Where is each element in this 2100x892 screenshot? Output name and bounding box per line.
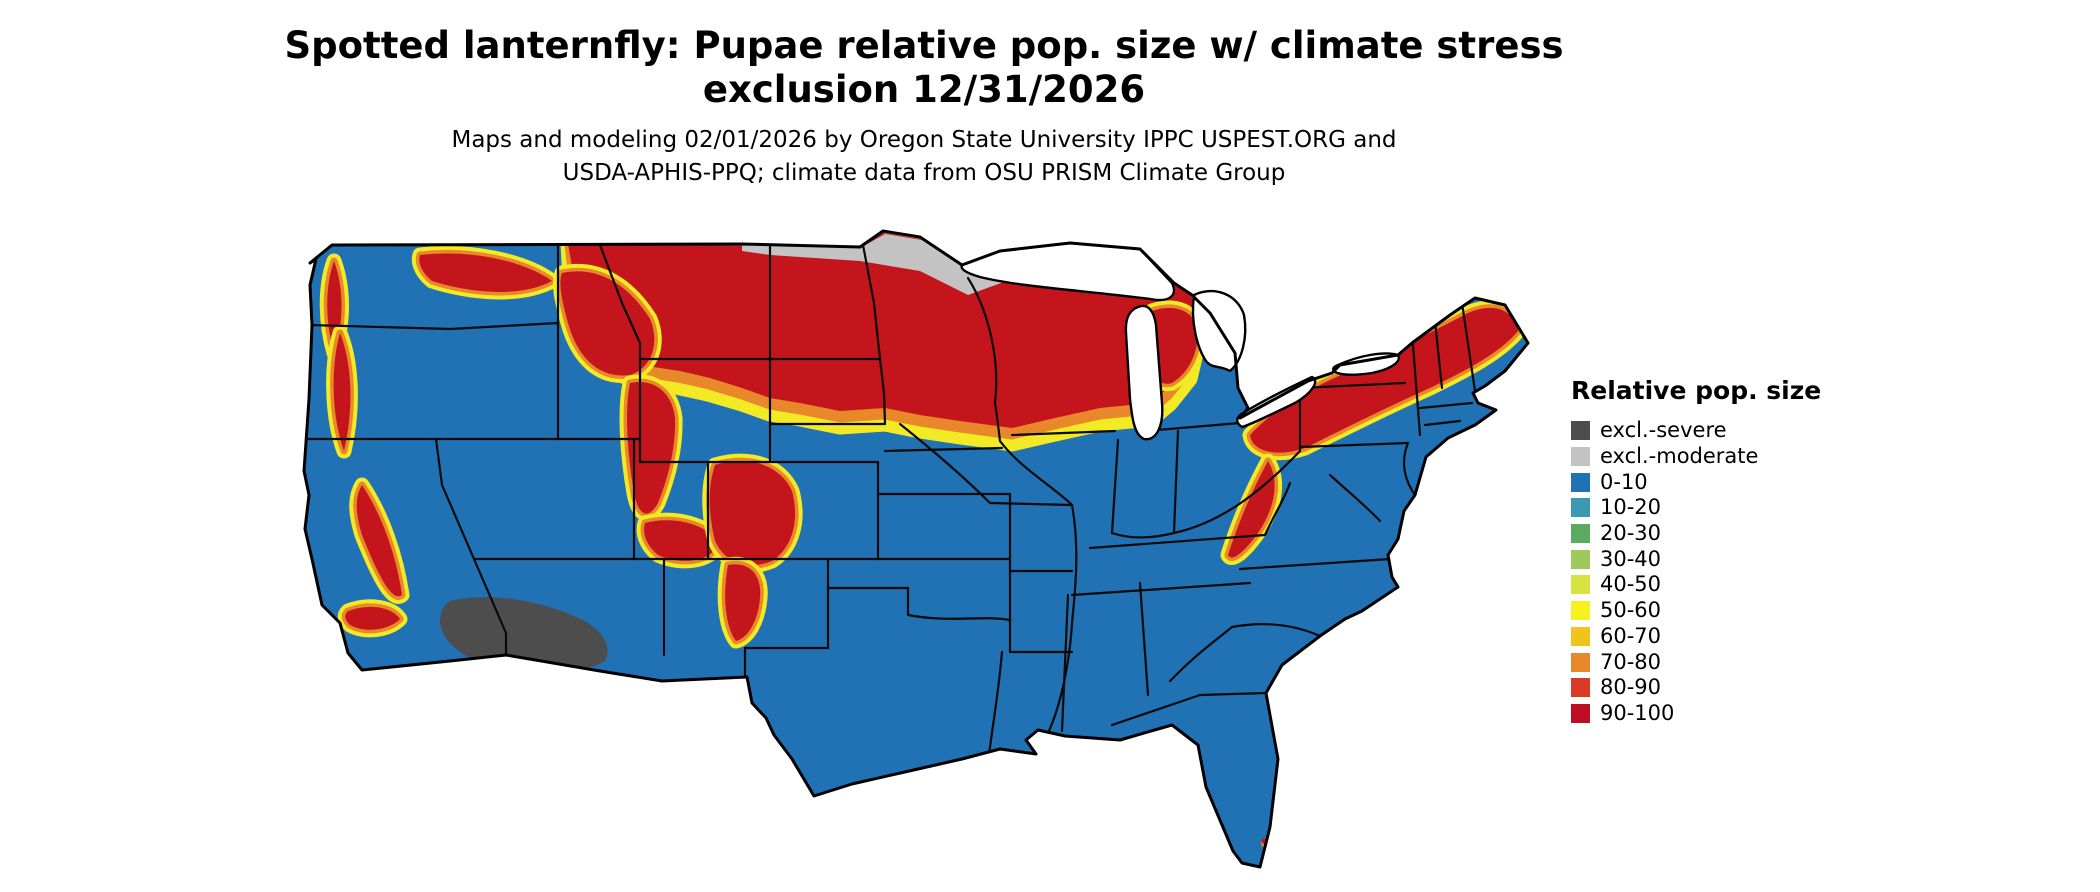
great-lakes (960, 241, 1401, 441)
map-title-line1: Spotted lanternfly: Pupae relative pop. … (284, 24, 1564, 67)
legend-label: 20-30 (1600, 521, 1662, 546)
legend-label: 40-50 (1600, 572, 1662, 597)
map-raster-layers (304, 231, 1528, 867)
legend-label: 50-60 (1600, 598, 1662, 623)
map-legend: Relative pop. size excl.-severe excl.-mo… (1571, 376, 1871, 726)
legend-swatch-30-40 (1571, 549, 1590, 569)
legend-swatch-0-10 (1571, 472, 1590, 492)
legend-label: 0-10 (1600, 469, 1648, 494)
legend-item: 50-60 (1571, 598, 1871, 624)
legend-swatch-70-80 (1571, 652, 1590, 672)
legend-title: Relative pop. size (1571, 376, 1822, 405)
legend-label: 30-40 (1600, 546, 1662, 571)
map-subtitle: Maps and modeling 02/01/2026 by Oregon S… (0, 124, 1848, 190)
lake-superior (960, 241, 1176, 302)
legend-item: 90-100 (1571, 701, 1871, 727)
legend-item: 70-80 (1571, 649, 1871, 675)
map-title: Spotted lanternfly: Pupae relative pop. … (0, 24, 1848, 112)
us-map-svg (302, 229, 1530, 869)
map-region-exclusion-moderate (742, 234, 1012, 295)
legend-swatch-excl-severe (1571, 421, 1590, 441)
state-borders (304, 243, 1477, 765)
us-outline (302, 229, 1530, 869)
legend-swatch-90-100 (1571, 703, 1590, 723)
map-region-northeast (1140, 300, 1526, 565)
legend-item: 0-10 (1571, 469, 1871, 495)
legend-swatch-60-70 (1571, 626, 1590, 646)
legend-swatch-50-60 (1571, 601, 1590, 621)
legend-swatch-excl-moderate (1571, 447, 1590, 467)
legend-item: 40-50 (1571, 572, 1871, 598)
map-region-exclusion-severe (440, 597, 608, 672)
legend-item: excl.-severe (1571, 418, 1871, 444)
legend-label: 90-100 (1600, 700, 1675, 725)
legend-item: excl.-moderate (1571, 444, 1871, 470)
map-region-mountain-west (319, 245, 803, 649)
legend-swatch-80-90 (1571, 678, 1590, 698)
us-map (300, 203, 1535, 892)
map-title-line2: exclusion 12/31/2026 (702, 68, 1146, 111)
legend-label: 60-70 (1600, 623, 1662, 648)
legend-swatch-20-30 (1571, 524, 1590, 544)
legend-swatch-10-20 (1571, 498, 1590, 518)
legend-label: 10-20 (1600, 495, 1662, 520)
legend-label: 80-90 (1600, 675, 1662, 700)
legend-item: 20-30 (1571, 521, 1871, 547)
map-subtitle-line1: Maps and modeling 02/01/2026 by Oregon S… (451, 127, 1397, 153)
legend-item: 80-90 (1571, 675, 1871, 701)
lake-erie (1236, 375, 1317, 429)
legend-item: 30-40 (1571, 546, 1871, 572)
legend-swatch-40-50 (1571, 575, 1590, 595)
legend-label: 70-80 (1600, 649, 1662, 674)
map-subtitle-line2: USDA-APHIS-PPQ; climate data from OSU PR… (562, 160, 1286, 186)
legend-item: 60-70 (1571, 624, 1871, 650)
lake-michigan (1124, 304, 1164, 441)
legend-label: excl.-moderate (1600, 444, 1759, 469)
legend-label: excl.-severe (1600, 418, 1727, 443)
legend-item: 10-20 (1571, 495, 1871, 521)
